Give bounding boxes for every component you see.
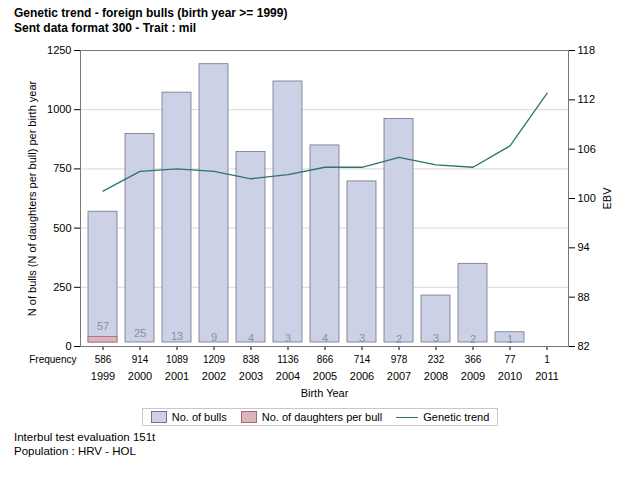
- html-text:Genetic trend - foreign bulls: Genetic trend - foreign bulls (birth yea…: [14, 6, 288, 20]
- html-text:Interbul test evaluation 151t: Interbul test evaluation 151t: [14, 431, 156, 443]
- svg-text:118: 118: [578, 44, 596, 56]
- svg-text:1000: 1000: [47, 103, 71, 115]
- svg-text:4: 4: [248, 332, 254, 344]
- svg-text:0: 0: [65, 340, 71, 352]
- svg-text:1136: 1136: [277, 354, 299, 365]
- svg-text:1: 1: [544, 354, 550, 365]
- svg-text:2004: 2004: [276, 370, 300, 382]
- html-text:No. of daughters per bull: No. of daughters per bull: [261, 411, 383, 423]
- svg-text:3: 3: [359, 332, 365, 344]
- svg-text:1089: 1089: [166, 354, 189, 365]
- svg-text:366: 366: [465, 354, 482, 365]
- svg-text:106: 106: [578, 143, 596, 155]
- svg-text:2005: 2005: [313, 370, 337, 382]
- svg-text:Frequency: Frequency: [29, 354, 76, 365]
- svg-text:EBV: EBV: [601, 187, 613, 210]
- svg-text:1999: 1999: [91, 370, 115, 382]
- svg-text:866: 866: [317, 354, 334, 365]
- svg-text:9: 9: [211, 331, 217, 343]
- svg-text:N of bulls (N of daughters per: N of bulls (N of daughters per bull) per…: [26, 80, 38, 316]
- svg-text:25: 25: [134, 327, 146, 339]
- svg-text:250: 250: [53, 281, 71, 293]
- svg-text:3: 3: [433, 332, 439, 344]
- svg-text:2006: 2006: [350, 370, 374, 382]
- svg-text:3: 3: [285, 332, 291, 344]
- svg-text:2003: 2003: [239, 370, 263, 382]
- svg-text:13: 13: [171, 330, 183, 342]
- svg-text:1: 1: [507, 333, 513, 345]
- html-text:Sent data format 300 - Trait :: Sent data format 300 - Trait : mil: [14, 21, 196, 35]
- svg-text:2001: 2001: [165, 370, 189, 382]
- svg-text:714: 714: [354, 354, 371, 365]
- svg-text:Birth Year: Birth Year: [301, 387, 349, 399]
- svg-text:232: 232: [428, 354, 445, 365]
- svg-text:2: 2: [470, 333, 476, 345]
- svg-text:2010: 2010: [498, 370, 522, 382]
- svg-text:2002: 2002: [202, 370, 226, 382]
- svg-text:2008: 2008: [424, 370, 448, 382]
- svg-text:94: 94: [578, 241, 590, 253]
- svg-text:914: 914: [132, 354, 149, 365]
- svg-text:2007: 2007: [387, 370, 411, 382]
- svg-text:1250: 1250: [47, 44, 71, 56]
- svg-text:112: 112: [578, 93, 596, 105]
- svg-text:750: 750: [53, 162, 71, 174]
- svg-text:586: 586: [95, 354, 112, 365]
- svg-text:2011: 2011: [535, 370, 559, 382]
- html-text:Genetic trend: Genetic trend: [423, 411, 490, 423]
- svg-text:88: 88: [578, 291, 590, 303]
- svg-text:2000: 2000: [128, 370, 152, 382]
- svg-text:57: 57: [97, 320, 109, 332]
- svg-text:500: 500: [53, 222, 71, 234]
- svg-text:2: 2: [396, 333, 402, 345]
- svg-text:838: 838: [243, 354, 260, 365]
- svg-text:100: 100: [578, 192, 596, 204]
- html-text:No. of bulls: No. of bulls: [171, 411, 227, 423]
- svg-text:77: 77: [504, 354, 516, 365]
- svg-text:978: 978: [391, 354, 408, 365]
- svg-text:1209: 1209: [203, 354, 226, 365]
- svg-text:4: 4: [322, 332, 328, 344]
- html-text:Population : HRV - HOL: Population : HRV - HOL: [14, 445, 136, 457]
- svg-text:2009: 2009: [461, 370, 485, 382]
- svg-text:82: 82: [578, 340, 590, 352]
